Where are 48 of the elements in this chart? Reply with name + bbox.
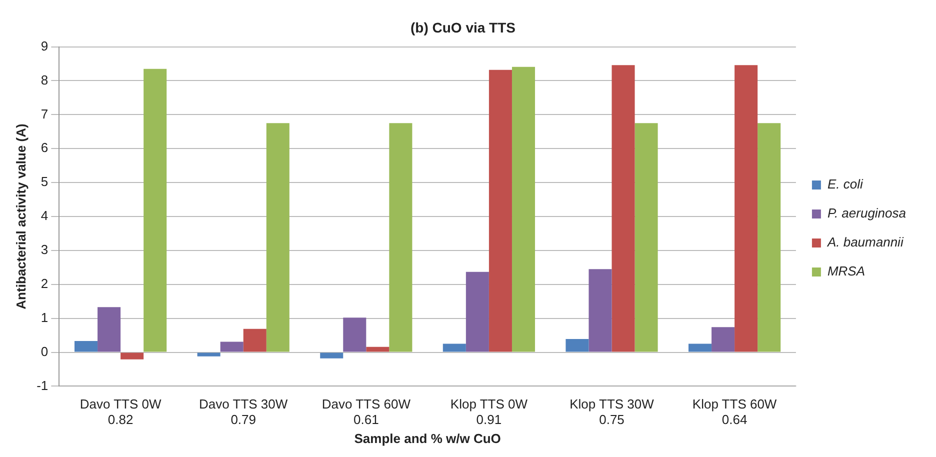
- bar: [320, 352, 344, 358]
- x-tick-label: Klop TTS 30W 0.75: [570, 396, 655, 428]
- bar: [566, 339, 589, 352]
- bar: [488, 70, 512, 352]
- bar: [466, 272, 489, 352]
- bar: [74, 341, 98, 352]
- y-axis-title: Antibacterial activity value (A): [13, 124, 28, 310]
- y-tick-label: 1: [40, 310, 48, 325]
- bar: [734, 65, 758, 352]
- y-tick-label: 8: [40, 72, 48, 88]
- y-tick-label: 7: [40, 106, 48, 122]
- legend-label: MRSA: [827, 264, 866, 279]
- bar: [120, 352, 144, 360]
- bar: [98, 307, 121, 352]
- legend-label: E. coli: [827, 176, 864, 192]
- bar: [243, 328, 266, 352]
- legend-label: P. aeruginosa: [827, 206, 906, 221]
- y-tick-label: 3: [40, 242, 48, 258]
- y-tick-label: 6: [40, 140, 48, 156]
- bar: [688, 344, 712, 352]
- bar: [343, 318, 366, 352]
- x-tick-label: Davo TTS 30W 0.79: [199, 396, 288, 428]
- bar: [144, 68, 167, 352]
- y-tick-label: 9: [40, 38, 48, 54]
- bar: [220, 342, 244, 352]
- x-tick-label: Klop TTS 60W 0.64: [692, 396, 778, 428]
- bar: [197, 352, 220, 356]
- y-tick-label: 5: [40, 174, 48, 190]
- bar: [612, 65, 635, 352]
- chart-title: (b) CuO via TTS: [410, 19, 516, 36]
- bar: [588, 269, 612, 352]
- bar: [389, 123, 412, 352]
- x-axis-title: Sample and % w/w CuO: [354, 430, 501, 446]
- bar: [366, 346, 390, 352]
- bar: [712, 327, 735, 352]
- x-tick-label: Davo TTS 0W 0.82: [80, 396, 162, 428]
- bar: [634, 123, 658, 352]
- y-tick-label: 2: [40, 276, 48, 291]
- bar: [758, 123, 781, 352]
- legend-label: A. baumannii: [826, 234, 904, 250]
- bar: [442, 344, 466, 352]
- x-tick-label: Davo TTS 60W 0.61: [322, 396, 412, 428]
- y-tick-label: 4: [40, 208, 48, 224]
- y-tick-label: -1: [36, 378, 48, 393]
- bar: [266, 123, 290, 352]
- bar: [512, 66, 536, 352]
- x-tick-label: Klop TTS 0W 0.91: [450, 396, 528, 428]
- y-tick-label: 0: [40, 344, 48, 359]
